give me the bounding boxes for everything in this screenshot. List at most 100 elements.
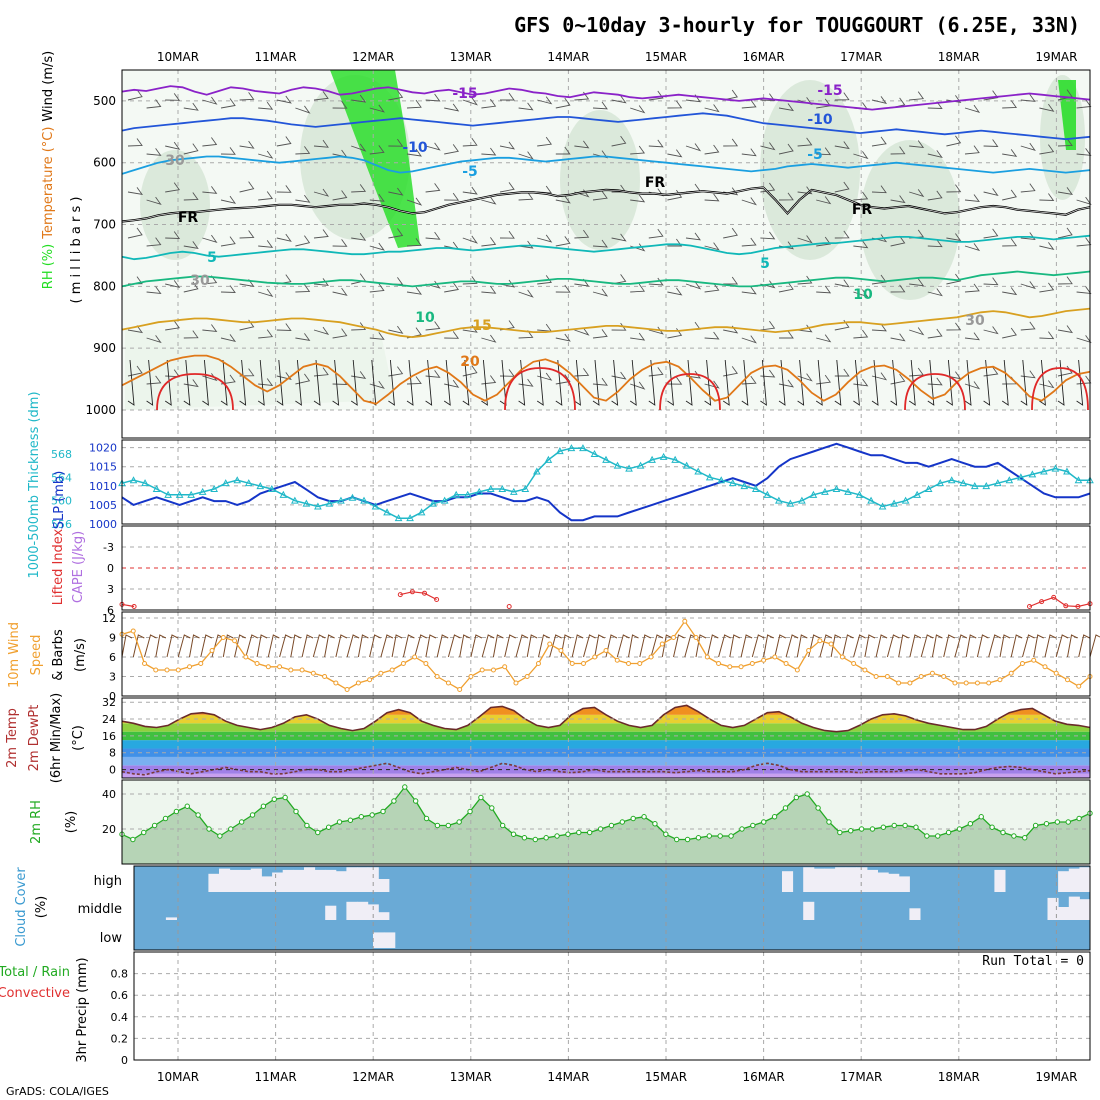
wind-barb <box>723 227 738 239</box>
wind-barb <box>165 280 181 289</box>
wind-speed-point <box>288 667 294 673</box>
wind-speed-point <box>355 680 361 686</box>
wind-speed-point <box>974 680 980 686</box>
cloud-cell-middle <box>1079 899 1091 920</box>
temp-tick-label: 8 <box>109 747 116 760</box>
cloud-axis-label: (%) <box>34 896 49 919</box>
wind-barb <box>146 196 162 205</box>
isotherm-line <box>121 155 1091 175</box>
rh2m-point <box>173 808 180 815</box>
thickness-point <box>798 496 806 504</box>
wind-barb <box>276 233 292 242</box>
wind-barb <box>220 374 236 385</box>
contour-label: 30 <box>965 313 985 329</box>
wind-barb-10m <box>549 634 562 658</box>
cloud-cell-high <box>219 868 231 892</box>
wind-speed-point <box>704 654 710 660</box>
wind-barb <box>351 184 367 193</box>
thickness-point <box>775 496 783 504</box>
wind-barb <box>518 378 534 387</box>
wind-barb <box>537 275 553 285</box>
wind-speed-point <box>434 674 440 679</box>
wind-barb <box>778 281 794 293</box>
wind-barb-10m <box>1089 634 1100 658</box>
wind-barb <box>871 96 888 105</box>
contour-label: -5 <box>462 164 478 180</box>
cape-tick-label: -3 <box>103 541 114 554</box>
rh2m-point <box>293 808 299 815</box>
wind-barb <box>462 137 478 147</box>
cape-frame <box>121 525 1091 611</box>
wind-barb <box>276 136 292 147</box>
wind-barb <box>444 192 460 201</box>
thickness-point <box>452 490 461 498</box>
thickness-point <box>809 490 818 498</box>
slp-frame <box>121 439 1091 525</box>
wind-barb-10m <box>605 634 618 658</box>
cape-tick-label: 0 <box>107 562 114 575</box>
wind-barb-10m <box>166 634 179 658</box>
rh2m-point <box>761 819 767 825</box>
wind-barb-10m <box>796 634 808 658</box>
isotherm-line <box>121 270 1091 288</box>
temp-band <box>122 740 1090 749</box>
wind-barb <box>183 143 199 155</box>
wind-barb <box>946 135 962 147</box>
wind-barb-low <box>425 359 433 406</box>
date-label-bottom: 17MAR <box>840 1070 882 1084</box>
wind-axis-label: 10m Wind <box>7 622 22 688</box>
contour-label: 20 <box>460 354 480 370</box>
thickness-tick-label: 568 <box>51 448 72 461</box>
date-label-bottom: 18MAR <box>938 1070 980 1084</box>
wind-barb-low <box>313 359 321 406</box>
wind-barb-10m <box>560 634 572 658</box>
upper-air-axis-label-part: Wind (m/s) <box>41 51 56 122</box>
wind-barb <box>518 191 534 201</box>
upper-air-tick-label: 600 <box>93 156 116 170</box>
wind-barb-10m <box>132 634 145 658</box>
wind-barb <box>165 182 180 193</box>
wind-speed-point <box>198 661 204 666</box>
wind-barb-10m <box>763 634 774 658</box>
upper-air-axis-label-part: RH (%) <box>41 244 56 289</box>
wind-barb <box>648 326 664 335</box>
wind-barb <box>555 284 571 293</box>
wind-barb <box>1020 281 1036 290</box>
wind-barb <box>871 185 887 194</box>
wind-barb-low <box>1001 359 1009 406</box>
thickness-point <box>348 493 357 501</box>
cloud-cell-high <box>898 876 910 892</box>
wind-barb <box>685 281 702 290</box>
wind-barb-low <box>555 359 563 406</box>
cloud-cell-high <box>1068 868 1080 892</box>
cloud-cell-high <box>272 872 284 892</box>
wind-barb <box>723 276 739 285</box>
wind-barb <box>295 146 311 155</box>
wind-barb <box>890 146 906 155</box>
wind-barb <box>1002 287 1018 296</box>
date-label-bottom: 10MAR <box>157 1070 199 1084</box>
wind-barb-low <box>592 359 600 406</box>
wind-speed-point <box>862 667 868 673</box>
wind-barb <box>853 191 869 201</box>
wind-barb <box>834 141 850 150</box>
wind-barb-10m <box>189 634 200 658</box>
wind-barb <box>574 368 590 377</box>
rh2m-point <box>695 835 702 841</box>
wind-barb <box>797 235 813 244</box>
wind-barb <box>909 189 925 198</box>
cloud-level-label: middle <box>78 902 122 917</box>
thickness-point <box>890 499 898 507</box>
temp-band <box>122 756 1090 766</box>
thickness-point <box>982 482 991 490</box>
thickness-point <box>867 496 875 504</box>
wind-barb-10m <box>459 634 470 658</box>
date-label-bottom: 11MAR <box>255 1070 297 1084</box>
wind-speed-point <box>322 674 328 679</box>
wind-barb <box>313 139 329 148</box>
wind-barb-low <box>127 359 135 406</box>
wind-barb <box>500 92 515 101</box>
precip-tick-label: 0.6 <box>111 989 129 1002</box>
rh2m-area <box>122 787 1090 864</box>
wind-speed-point <box>1064 677 1070 683</box>
